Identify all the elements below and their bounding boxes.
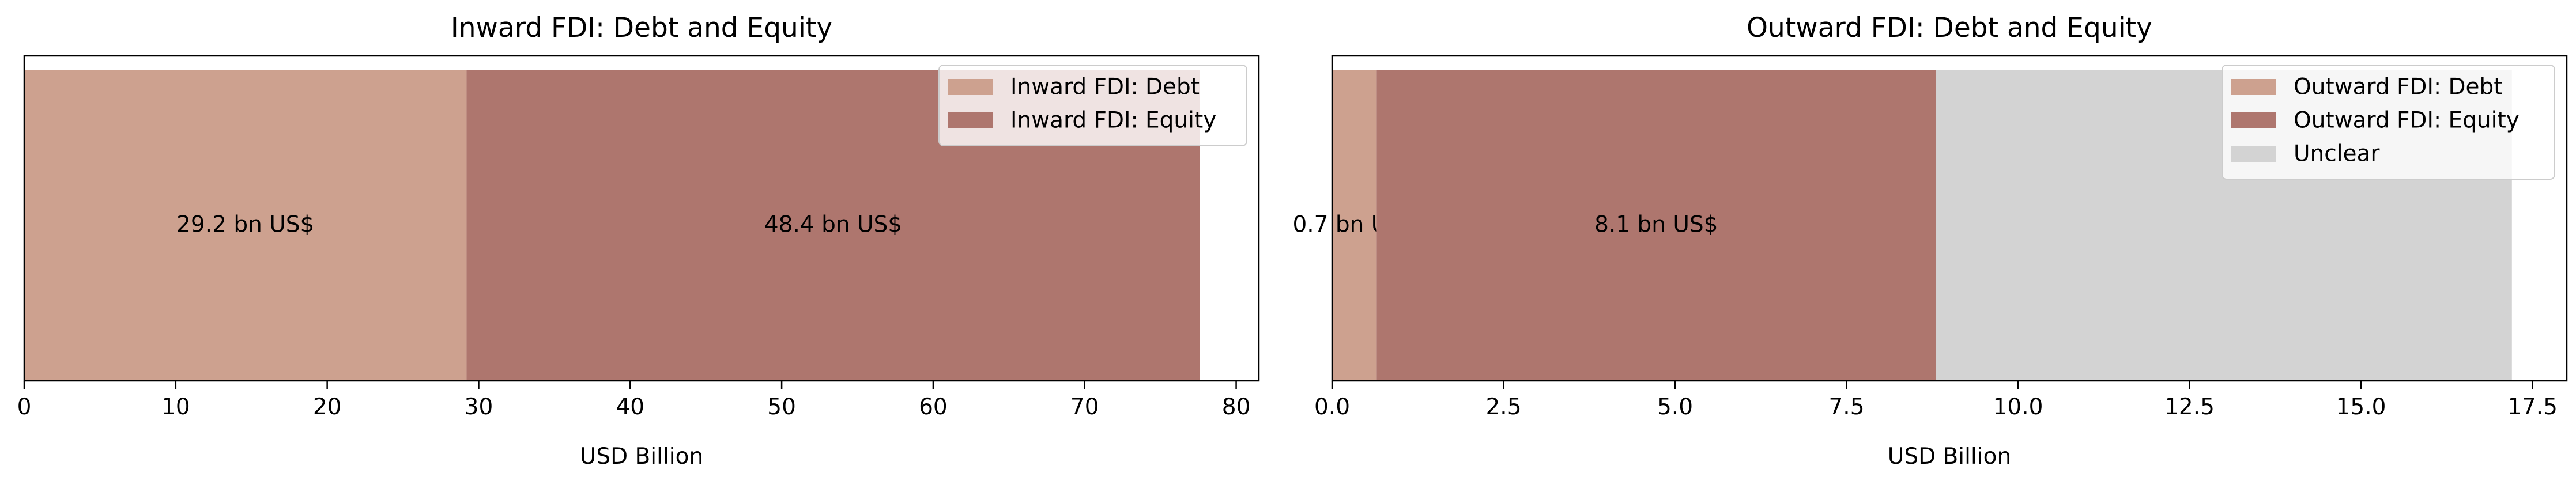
x-tick-label: 40 [616, 394, 644, 420]
x-tick-label: 2.5 [1485, 394, 1521, 420]
axes-frame [23, 55, 1260, 382]
legend-swatch [948, 79, 993, 95]
legend-swatch [2231, 112, 2276, 128]
x-tick-label: 80 [1222, 394, 1251, 420]
x-tick-label: 17.5 [2507, 394, 2558, 420]
legend-entry-label: Inward FDI: Debt [1010, 74, 1200, 100]
x-tick-label: 7.5 [1828, 394, 1864, 420]
x-tick-label: 5.0 [1657, 394, 1693, 420]
x-tick-label: 15.0 [2336, 394, 2386, 420]
legend-box [2222, 65, 2555, 180]
bar-segment-1 [24, 70, 467, 380]
chart-title: Inward FDI: Debt and Equity [451, 12, 832, 44]
legend-swatch [2231, 79, 2276, 95]
legend-swatch [2231, 146, 2276, 162]
legend: Inward FDI: Debt Inward FDI: Equity [938, 65, 1247, 146]
x-tick-label: 20 [313, 394, 342, 420]
x-tick-label: 50 [767, 394, 796, 420]
bar-value-label: 48.4 bn US$ [764, 212, 902, 238]
bar-value-label: 29.2 bn US$ [176, 212, 314, 238]
x-axis-label: USD Billion [580, 444, 703, 470]
axes-frame [1331, 55, 2568, 382]
x-tick-label: 10.0 [1993, 394, 2043, 420]
legend-box [938, 65, 1247, 146]
chart-title: Outward FDI: Debt and Equity [1747, 12, 2152, 44]
x-axis-label: USD Billion [1888, 444, 2011, 470]
legend-swatch [948, 112, 993, 128]
x-tick-label: 60 [919, 394, 948, 420]
bar-segment-1 [1332, 70, 1377, 380]
chart-panel-2: 0.7 bn US$ 8.1 bn US$0.0 2.5 5.0 7.5 10.0 12.5… [1292, 12, 2568, 470]
x-tick-label: 30 [465, 394, 493, 420]
x-tick-label: 0 [17, 394, 32, 420]
chart-panel-1: 29.2 bn US$ 48.4 bn US$ 0 10 20 30 40 50 60 70 80 I… [17, 12, 1260, 470]
legend-entry-label: Outward FDI: Equity [2294, 108, 2520, 134]
bar-value-label: 8.1 bn US$ [1594, 212, 1718, 238]
x-tick-label: 10 [161, 394, 190, 420]
legend-entry-label: Unclear [2294, 141, 2380, 167]
x-tick-label: 12.5 [2164, 394, 2215, 420]
legend-entry-label: Inward FDI: Equity [1010, 108, 1216, 134]
legend-entry-label: Outward FDI: Debt [2294, 74, 2503, 100]
x-tick-label: 70 [1070, 394, 1099, 420]
bar-segment-2 [1376, 70, 1936, 380]
x-tick-label: 0.0 [1314, 394, 1350, 420]
legend: Outward FDI: Debt Outward FDI: Equity Uncl… [2222, 65, 2555, 180]
